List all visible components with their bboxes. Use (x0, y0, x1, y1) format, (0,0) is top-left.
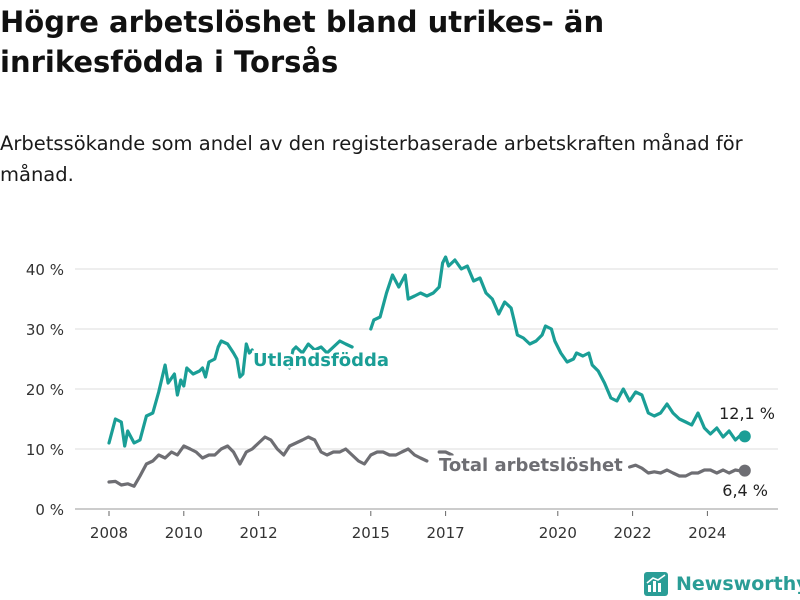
series-line-total (107, 435, 429, 488)
gridlines (75, 268, 778, 510)
end-value-utlandsfodda: 12,1 % (719, 404, 775, 423)
x-tick-label: 2015 (352, 524, 390, 542)
series-line-total (628, 463, 747, 478)
series-label-utlandsfodda: Utlandsfödda (253, 350, 389, 371)
series-line-utlandsfodda (369, 255, 747, 442)
y-tick-label: 0 % (35, 501, 64, 519)
y-tick-label: 10 % (26, 441, 64, 459)
x-tick-label: 2024 (688, 524, 726, 542)
x-tick-label: 2017 (427, 524, 465, 542)
end-point-total (738, 464, 751, 477)
chart-subtitle: Arbetssökande som andel av den registerb… (0, 132, 743, 186)
end-value-total: 6,4 % (722, 481, 768, 500)
series-line-utlandsfodda (107, 339, 254, 448)
series-label-total: Total arbetslöshet (439, 455, 623, 476)
series-labels: Utlandsfödda Total arbetslöshet 12,1 % 6,4 … (251, 348, 776, 501)
x-axis: 2008 2010 2012 2015 2017 2020 2022 2024 (90, 511, 726, 542)
y-axis: 0 % 10 % 20 % 30 % 40 % (26, 261, 64, 519)
series (107, 255, 751, 488)
series-line-utlandsfodda (285, 339, 354, 370)
y-tick-label: 30 % (26, 321, 64, 339)
y-tick-label: 20 % (26, 381, 64, 399)
x-tick-label: 2012 (240, 524, 278, 542)
x-tick-label: 2008 (90, 524, 128, 542)
end-point-utlandsfodda (738, 430, 751, 443)
chart-title: Högre arbetslöshet bland utrikes- än inr… (0, 5, 605, 79)
brand-logo[interactable]: Newsworthy (644, 569, 800, 599)
newsworthy-logo-icon (644, 572, 668, 596)
y-tick-label: 40 % (26, 261, 64, 279)
brand-name: Newsworthy (676, 573, 800, 595)
x-tick-label: 2020 (539, 524, 577, 542)
x-tick-label: 2010 (165, 524, 203, 542)
x-tick-label: 2022 (614, 524, 652, 542)
series-line-total (437, 450, 454, 457)
